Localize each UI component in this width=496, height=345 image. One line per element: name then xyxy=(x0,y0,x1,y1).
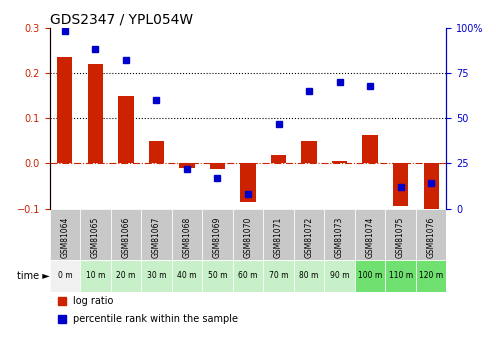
FancyBboxPatch shape xyxy=(263,209,294,260)
FancyBboxPatch shape xyxy=(80,260,111,292)
FancyBboxPatch shape xyxy=(172,260,202,292)
Text: GSM81064: GSM81064 xyxy=(61,217,69,258)
Text: 10 m: 10 m xyxy=(86,272,105,280)
Text: GSM81075: GSM81075 xyxy=(396,217,405,258)
FancyBboxPatch shape xyxy=(355,260,385,292)
FancyBboxPatch shape xyxy=(324,260,355,292)
Text: GSM81067: GSM81067 xyxy=(152,217,161,258)
FancyBboxPatch shape xyxy=(263,260,294,292)
Text: GSM81066: GSM81066 xyxy=(122,217,130,258)
FancyBboxPatch shape xyxy=(111,260,141,292)
Text: GSM81071: GSM81071 xyxy=(274,217,283,258)
FancyBboxPatch shape xyxy=(141,209,172,260)
FancyBboxPatch shape xyxy=(233,209,263,260)
Bar xyxy=(271,155,286,164)
Bar xyxy=(118,96,133,164)
Bar xyxy=(241,164,255,202)
FancyBboxPatch shape xyxy=(294,209,324,260)
Text: GSM81076: GSM81076 xyxy=(427,217,435,258)
Text: 120 m: 120 m xyxy=(419,272,443,280)
Bar xyxy=(210,164,225,169)
Text: 60 m: 60 m xyxy=(238,272,258,280)
Bar xyxy=(302,141,316,164)
Text: GSM81068: GSM81068 xyxy=(183,217,191,258)
FancyBboxPatch shape xyxy=(416,260,446,292)
FancyBboxPatch shape xyxy=(233,260,263,292)
Bar xyxy=(393,164,408,206)
Text: percentile rank within the sample: percentile rank within the sample xyxy=(73,314,239,324)
Text: 20 m: 20 m xyxy=(116,272,135,280)
Bar xyxy=(424,164,439,217)
FancyBboxPatch shape xyxy=(385,209,416,260)
Bar xyxy=(180,164,194,168)
Text: GSM81073: GSM81073 xyxy=(335,217,344,258)
FancyBboxPatch shape xyxy=(141,260,172,292)
Text: GSM81069: GSM81069 xyxy=(213,217,222,258)
FancyBboxPatch shape xyxy=(385,260,416,292)
Text: 30 m: 30 m xyxy=(147,272,166,280)
FancyBboxPatch shape xyxy=(172,209,202,260)
Bar xyxy=(57,57,72,164)
Text: log ratio: log ratio xyxy=(73,296,114,306)
Bar xyxy=(88,64,103,164)
FancyBboxPatch shape xyxy=(50,260,80,292)
Text: 80 m: 80 m xyxy=(300,272,319,280)
FancyBboxPatch shape xyxy=(202,260,233,292)
Text: 110 m: 110 m xyxy=(388,272,413,280)
Text: 0 m: 0 m xyxy=(58,272,72,280)
Bar xyxy=(332,161,347,164)
Text: 50 m: 50 m xyxy=(208,272,227,280)
Text: 70 m: 70 m xyxy=(269,272,288,280)
FancyBboxPatch shape xyxy=(80,209,111,260)
Text: GSM81065: GSM81065 xyxy=(91,217,100,258)
FancyBboxPatch shape xyxy=(355,209,385,260)
FancyBboxPatch shape xyxy=(111,209,141,260)
Text: GSM81074: GSM81074 xyxy=(366,217,374,258)
FancyBboxPatch shape xyxy=(294,260,324,292)
Bar xyxy=(149,141,164,164)
Text: 40 m: 40 m xyxy=(177,272,197,280)
FancyBboxPatch shape xyxy=(324,209,355,260)
FancyBboxPatch shape xyxy=(416,209,446,260)
Text: 100 m: 100 m xyxy=(358,272,382,280)
Text: GSM81070: GSM81070 xyxy=(244,217,252,258)
Bar xyxy=(363,135,378,164)
FancyBboxPatch shape xyxy=(50,209,80,260)
Text: time ►: time ► xyxy=(17,271,50,281)
Text: GSM81072: GSM81072 xyxy=(305,217,313,258)
Text: 90 m: 90 m xyxy=(330,272,349,280)
Text: GDS2347 / YPL054W: GDS2347 / YPL054W xyxy=(50,12,193,27)
FancyBboxPatch shape xyxy=(202,209,233,260)
